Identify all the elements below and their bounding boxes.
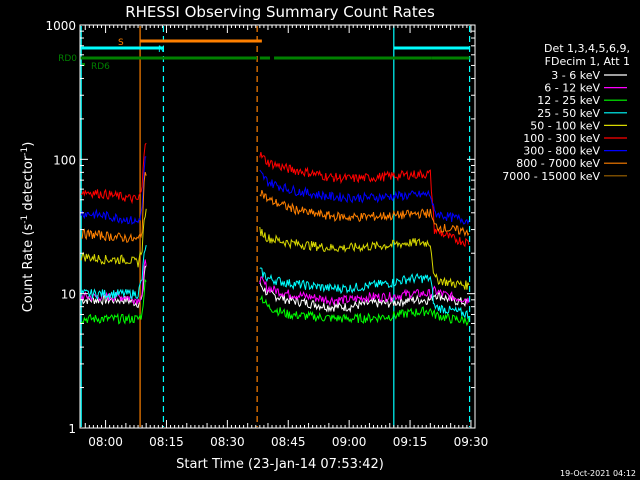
legend-label: 800 - 7000 keV [516, 157, 600, 170]
series-line-3 [259, 294, 470, 327]
series-line-8-part-1 [81, 171, 147, 244]
series-line-5 [259, 226, 470, 290]
legend-label: 6 - 12 keV [544, 82, 600, 95]
y-axis-title-part-2: -1 [20, 215, 30, 224]
y-tick-label: 1000 [45, 19, 76, 33]
series-line-7 [259, 169, 470, 226]
series-line-2 [259, 276, 470, 307]
series-line-3-part-1 [80, 278, 147, 325]
flag-label-s: S [118, 38, 124, 48]
x-tick-label: 09:15 [393, 435, 428, 449]
x-tick-label: 08:45 [271, 435, 306, 449]
x-tick-label: 08:30 [210, 435, 245, 449]
legend-label: 7000 - 15000 keV [502, 170, 600, 183]
x-tick-label: 08:00 [88, 435, 123, 449]
y-tick-label: 10 [61, 288, 76, 302]
x-tick-label: 09:30 [454, 435, 489, 449]
legend-label: 300 - 800 keV [523, 145, 600, 158]
y-axis-title-part-4: -1 [20, 147, 30, 156]
legend-label: 3 - 6 keV [551, 69, 600, 82]
x-tick-label: 09:00 [332, 435, 367, 449]
flag-label-rd0: RD0 [58, 54, 77, 64]
x-axis-title: Start Time (23-Jan-14 07:53:42) [176, 457, 384, 472]
series-line-8 [259, 189, 470, 237]
y-tick-label: 100 [53, 153, 76, 167]
y-axis-title-part-5: ) [21, 142, 36, 147]
series-line-6-part-1 [80, 142, 147, 205]
plot-timestamp: 19-Oct-2021 04:12 [560, 469, 636, 478]
legend-header-line-1: Det 1,3,4,5,6,9, [544, 42, 630, 55]
legend-label: 50 - 100 keV [530, 119, 600, 132]
flag-rd6-marker [82, 63, 85, 66]
x-tick-label: 08:15 [149, 435, 184, 449]
legend-label: 12 - 25 keV [537, 94, 600, 107]
series-line-4-part-1 [80, 245, 147, 301]
flag-label-n: N [158, 45, 165, 55]
legend-header-line-2: FDecim 1, Att 1 [545, 55, 630, 68]
legend-label: 25 - 50 keV [537, 107, 600, 120]
y-axis-title: Count Rate (s-1 detector-1) [20, 142, 36, 313]
series-line-4 [259, 267, 470, 320]
series-line-7-part-1 [80, 156, 147, 226]
series-line-5-part-1 [80, 208, 147, 268]
series-line-1 [259, 280, 470, 313]
plot-frame [79, 24, 476, 429]
y-axis-title-part-1: Count Rate (s [21, 224, 36, 313]
series-line-2-part-1 [80, 259, 147, 305]
flag-label-rd6: RD6 [91, 62, 110, 72]
y-tick-label: 1 [68, 422, 76, 436]
chart-title: RHESSI Observing Summary Count Rates [125, 3, 435, 21]
y-axis-title-part-3: detector [21, 155, 36, 215]
legend-label: 100 - 300 keV [523, 132, 600, 145]
series-line-6 [259, 152, 470, 248]
